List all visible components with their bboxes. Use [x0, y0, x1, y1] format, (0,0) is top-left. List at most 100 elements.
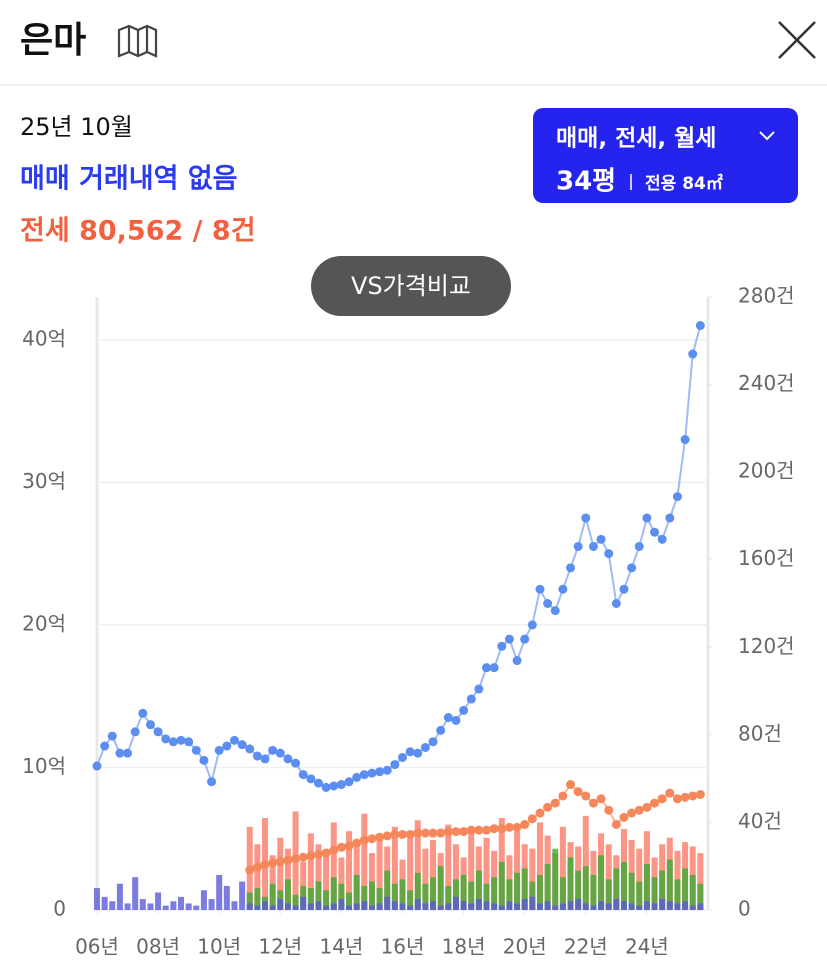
price-dot [695, 321, 705, 331]
volume-bar [575, 870, 582, 910]
volume-bar [376, 888, 383, 910]
volume-bar [620, 901, 627, 910]
filter-area[interactable]: 전용 84㎡ [645, 173, 723, 194]
price-dot [268, 858, 278, 868]
price-dot [161, 734, 171, 744]
filter-types[interactable]: 매매, 전세, 월세 [556, 126, 716, 152]
price-dot [237, 740, 247, 750]
y-tick-label: 40억 [22, 326, 66, 350]
price-dot [680, 792, 690, 802]
price-dot [459, 705, 469, 715]
volume-bar [384, 896, 391, 910]
volume-bar [239, 881, 246, 910]
price-dot [367, 834, 377, 844]
volume-bar [590, 874, 597, 910]
volume-bar [269, 855, 276, 910]
volume-bar [643, 864, 650, 910]
volume-bar [636, 848, 643, 910]
compare-button[interactable]: VS가격비교 [311, 256, 511, 316]
price-dot [329, 781, 339, 791]
price-dot [138, 708, 148, 718]
volume-bar [697, 853, 704, 910]
price-dot [336, 780, 346, 790]
volume-bar [506, 901, 513, 910]
volume-bar [269, 883, 276, 910]
volume-bar [277, 837, 284, 910]
y-tick-label: 30억 [22, 469, 66, 493]
volume-bar [254, 844, 261, 910]
price-dot [390, 829, 400, 839]
volume-bar [430, 839, 437, 910]
y2-tick-label: 240건 [738, 371, 795, 395]
volume-bar [498, 861, 505, 910]
volume-bar [651, 903, 658, 910]
compare-label[interactable]: VS가격비교 [351, 272, 471, 300]
price-dot [695, 790, 705, 800]
close-button[interactable] [778, 21, 816, 59]
price-dot [512, 822, 522, 832]
volume-bar [231, 901, 238, 910]
price-dot [619, 812, 629, 822]
volume-bar [452, 879, 459, 910]
x-tick-label: 16년 [381, 935, 425, 959]
filter-size[interactable]: 34평 [556, 167, 616, 197]
price-dot [474, 825, 484, 835]
volume-bar [139, 899, 146, 910]
volume-bar [361, 901, 368, 910]
price-dot [398, 829, 407, 839]
price-dot [573, 541, 583, 551]
x-tick-label: 08년 [136, 935, 180, 959]
y-tick-label: 20억 [22, 611, 66, 635]
volume-bar [323, 905, 330, 910]
volume-bar [674, 879, 681, 910]
price-dot [398, 752, 407, 762]
price-dot [352, 838, 362, 848]
price-dot [566, 780, 576, 790]
volume-bar [628, 872, 635, 910]
volume-bar [422, 903, 429, 910]
volume-bar [391, 826, 398, 910]
volume-bar [414, 820, 421, 910]
price-dot [145, 720, 155, 730]
volume-bar [475, 899, 482, 910]
price-dot [550, 606, 560, 616]
y2-tick-label: 280건 [738, 284, 795, 308]
volume-bar [559, 877, 566, 910]
price-dot [436, 828, 446, 838]
volume-bar [147, 903, 154, 910]
price-dot [336, 842, 346, 852]
price-dot [543, 599, 553, 608]
period: 25년 10월 [20, 113, 133, 141]
volume-bar [613, 899, 620, 910]
price-dot [672, 794, 682, 804]
volume-bar [391, 901, 398, 910]
price-dot [260, 754, 270, 764]
compare-bg[interactable] [311, 256, 511, 316]
volume-bar [582, 866, 589, 910]
price-dot [413, 748, 423, 758]
plot: 0 10억 20억 30억 40억 0 40건 80건 120건 160건 200건 240건 280건… [22, 284, 794, 959]
chevron[interactable] [759, 131, 775, 141]
map-icon[interactable] [117, 24, 158, 58]
volume-bar [468, 903, 475, 910]
volume-bar [605, 844, 612, 910]
volume-bar [162, 905, 169, 910]
volume-bar [536, 903, 543, 910]
filter-button[interactable]: 매매, 전세, 월세 34평 전용 84㎡ [533, 108, 798, 203]
price-dot [451, 827, 461, 837]
volume-bar [246, 892, 253, 910]
volume-bar [307, 888, 314, 910]
volume-bar [598, 901, 605, 910]
price-dot [489, 663, 499, 673]
filter-bg[interactable] [533, 108, 798, 203]
volume-bar [529, 848, 536, 910]
volume-bar [659, 870, 666, 910]
volume-bar [262, 901, 269, 910]
y2-tick-label: 120건 [738, 634, 795, 658]
volume-bar [407, 890, 414, 910]
price-dot [443, 827, 453, 837]
price-dot [581, 791, 591, 801]
price-dot [306, 851, 316, 861]
volume-bar [559, 826, 566, 910]
jeonse-status: 전세 80,562 / 8건 [20, 216, 256, 247]
